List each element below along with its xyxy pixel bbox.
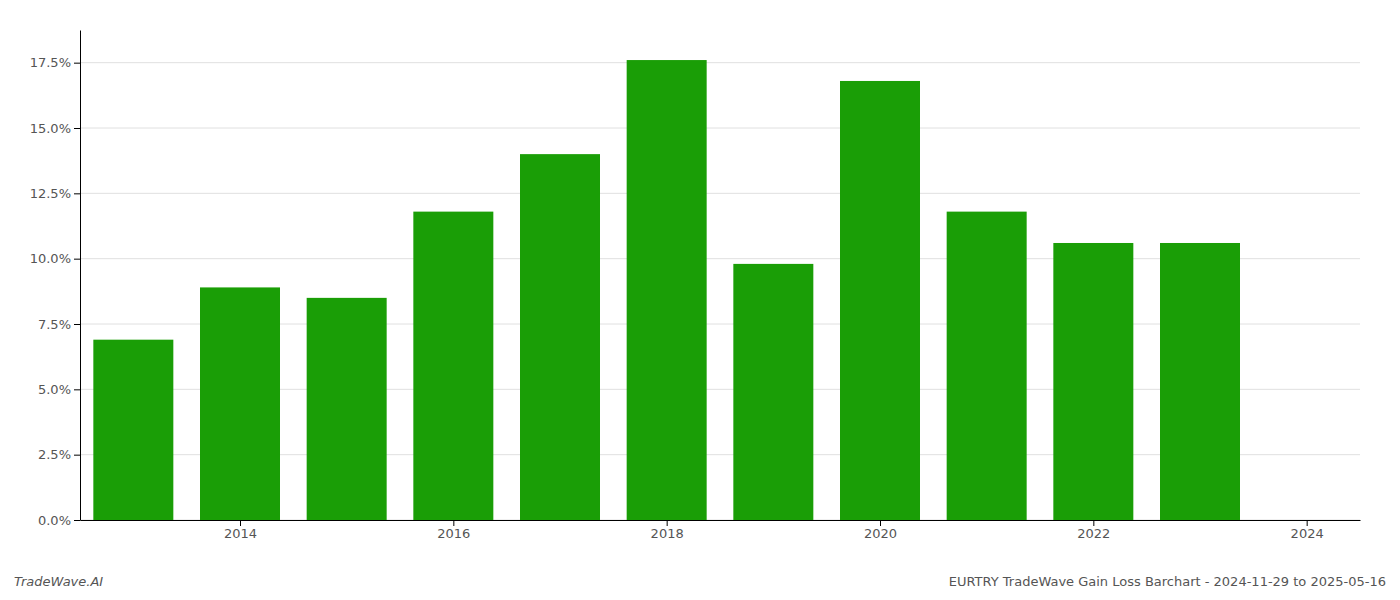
bar: [627, 60, 707, 520]
x-tick: 2024: [1291, 520, 1324, 541]
bar: [413, 212, 493, 520]
bar: [840, 81, 920, 520]
y-tick-label: 0.0%: [38, 513, 71, 528]
footer-text: EURTRY TradeWave Gain Loss Barchart - 20…: [949, 574, 1386, 589]
bar: [93, 340, 173, 520]
y-tick-label: 12.5%: [30, 186, 71, 201]
x-tick-mark: [1093, 520, 1094, 526]
y-tick: 7.5%: [38, 317, 80, 332]
grid: [80, 63, 1360, 520]
y-tick-mark: [74, 259, 80, 260]
y-tick: 2.5%: [38, 447, 80, 462]
x-axis: 2014 2016 2018 2020 2022 2024: [81, 520, 1361, 541]
x-tick: 2022: [1077, 520, 1110, 541]
y-tick-label: 17.5%: [30, 55, 71, 70]
y-tick-mark: [74, 193, 80, 194]
y-tick: 17.5%: [30, 55, 80, 70]
x-tick: 2016: [437, 520, 470, 541]
y-tick-mark: [74, 455, 80, 456]
x-axis-line: [81, 520, 1361, 521]
bar: [520, 154, 600, 520]
x-tick-label: 2024: [1291, 526, 1324, 541]
bars: [93, 60, 1240, 520]
y-tick-label: 10.0%: [30, 251, 71, 266]
x-tick-label: 2018: [651, 526, 684, 541]
chart-container: 2014 2016 2018 2020 2022 2024 0.0% 2.5% 5.0% 7.5%…: [0, 0, 1400, 600]
plot-area: 2014 2016 2018 2020 2022 2024 0.0% 2.5% 5.0% 7.5%…: [30, 31, 1361, 542]
y-tick-mark: [74, 324, 80, 325]
x-tick: 2014: [224, 520, 257, 541]
y-tick-label: 15.0%: [30, 121, 71, 136]
footer-text: TradeWave.AI: [14, 574, 103, 589]
x-tick-label: 2014: [224, 526, 257, 541]
bar: [307, 298, 387, 520]
x-tick-mark: [667, 520, 668, 526]
x-tick-mark: [240, 520, 241, 526]
x-tick-label: 2016: [437, 526, 470, 541]
bar: [947, 212, 1027, 520]
bar: [1053, 243, 1133, 520]
bar: [200, 287, 280, 520]
x-tick-mark: [880, 520, 881, 526]
y-tick-mark: [74, 520, 80, 521]
grid-line: [80, 193, 1360, 194]
y-tick-mark: [74, 63, 80, 64]
grid-line: [80, 62, 1360, 63]
grid-line: [80, 128, 1360, 129]
x-tick-mark: [1307, 520, 1308, 526]
y-tick: 10.0%: [30, 251, 80, 266]
y-axis: 0.0% 2.5% 5.0% 7.5% 10.0% 12.5% 15.0% 17.5%: [30, 31, 81, 528]
y-tick-mark: [74, 389, 80, 390]
y-tick-label: 7.5%: [38, 317, 71, 332]
y-tick: 0.0%: [38, 513, 80, 528]
x-tick-label: 2020: [864, 526, 897, 541]
x-tick: 2018: [651, 520, 684, 541]
y-axis-line: [80, 31, 81, 521]
x-tick: 2020: [864, 520, 897, 541]
bar: [1160, 243, 1240, 520]
y-tick: 12.5%: [30, 186, 80, 201]
chart-svg: 2014 2016 2018 2020 2022 2024 0.0% 2.5% 5.0% 7.5%…: [0, 0, 1400, 600]
x-tick-mark: [453, 520, 454, 526]
footer: TradeWave.AI EURTRY TradeWave Gain Loss B…: [14, 574, 1386, 589]
y-tick: 5.0%: [38, 382, 80, 397]
y-tick-mark: [74, 128, 80, 129]
x-tick-label: 2022: [1077, 526, 1110, 541]
y-tick-label: 5.0%: [38, 382, 71, 397]
y-tick: 15.0%: [30, 121, 80, 136]
bar: [733, 264, 813, 520]
y-tick-label: 2.5%: [38, 447, 71, 462]
